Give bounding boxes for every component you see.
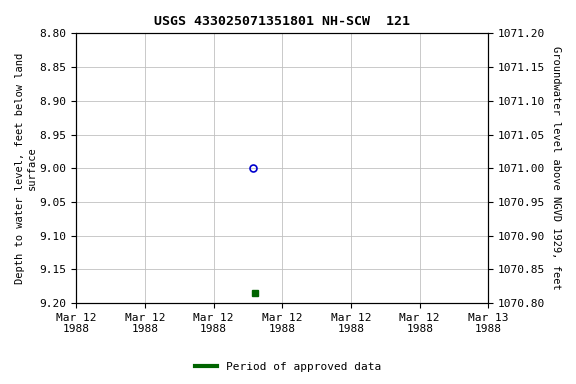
- Legend: Period of approved data: Period of approved data: [191, 358, 385, 377]
- Y-axis label: Groundwater level above NGVD 1929, feet: Groundwater level above NGVD 1929, feet: [551, 46, 561, 290]
- Y-axis label: Depth to water level, feet below land
surface: Depth to water level, feet below land su…: [15, 53, 37, 284]
- Title: USGS 433025071351801 NH-SCW  121: USGS 433025071351801 NH-SCW 121: [154, 15, 410, 28]
